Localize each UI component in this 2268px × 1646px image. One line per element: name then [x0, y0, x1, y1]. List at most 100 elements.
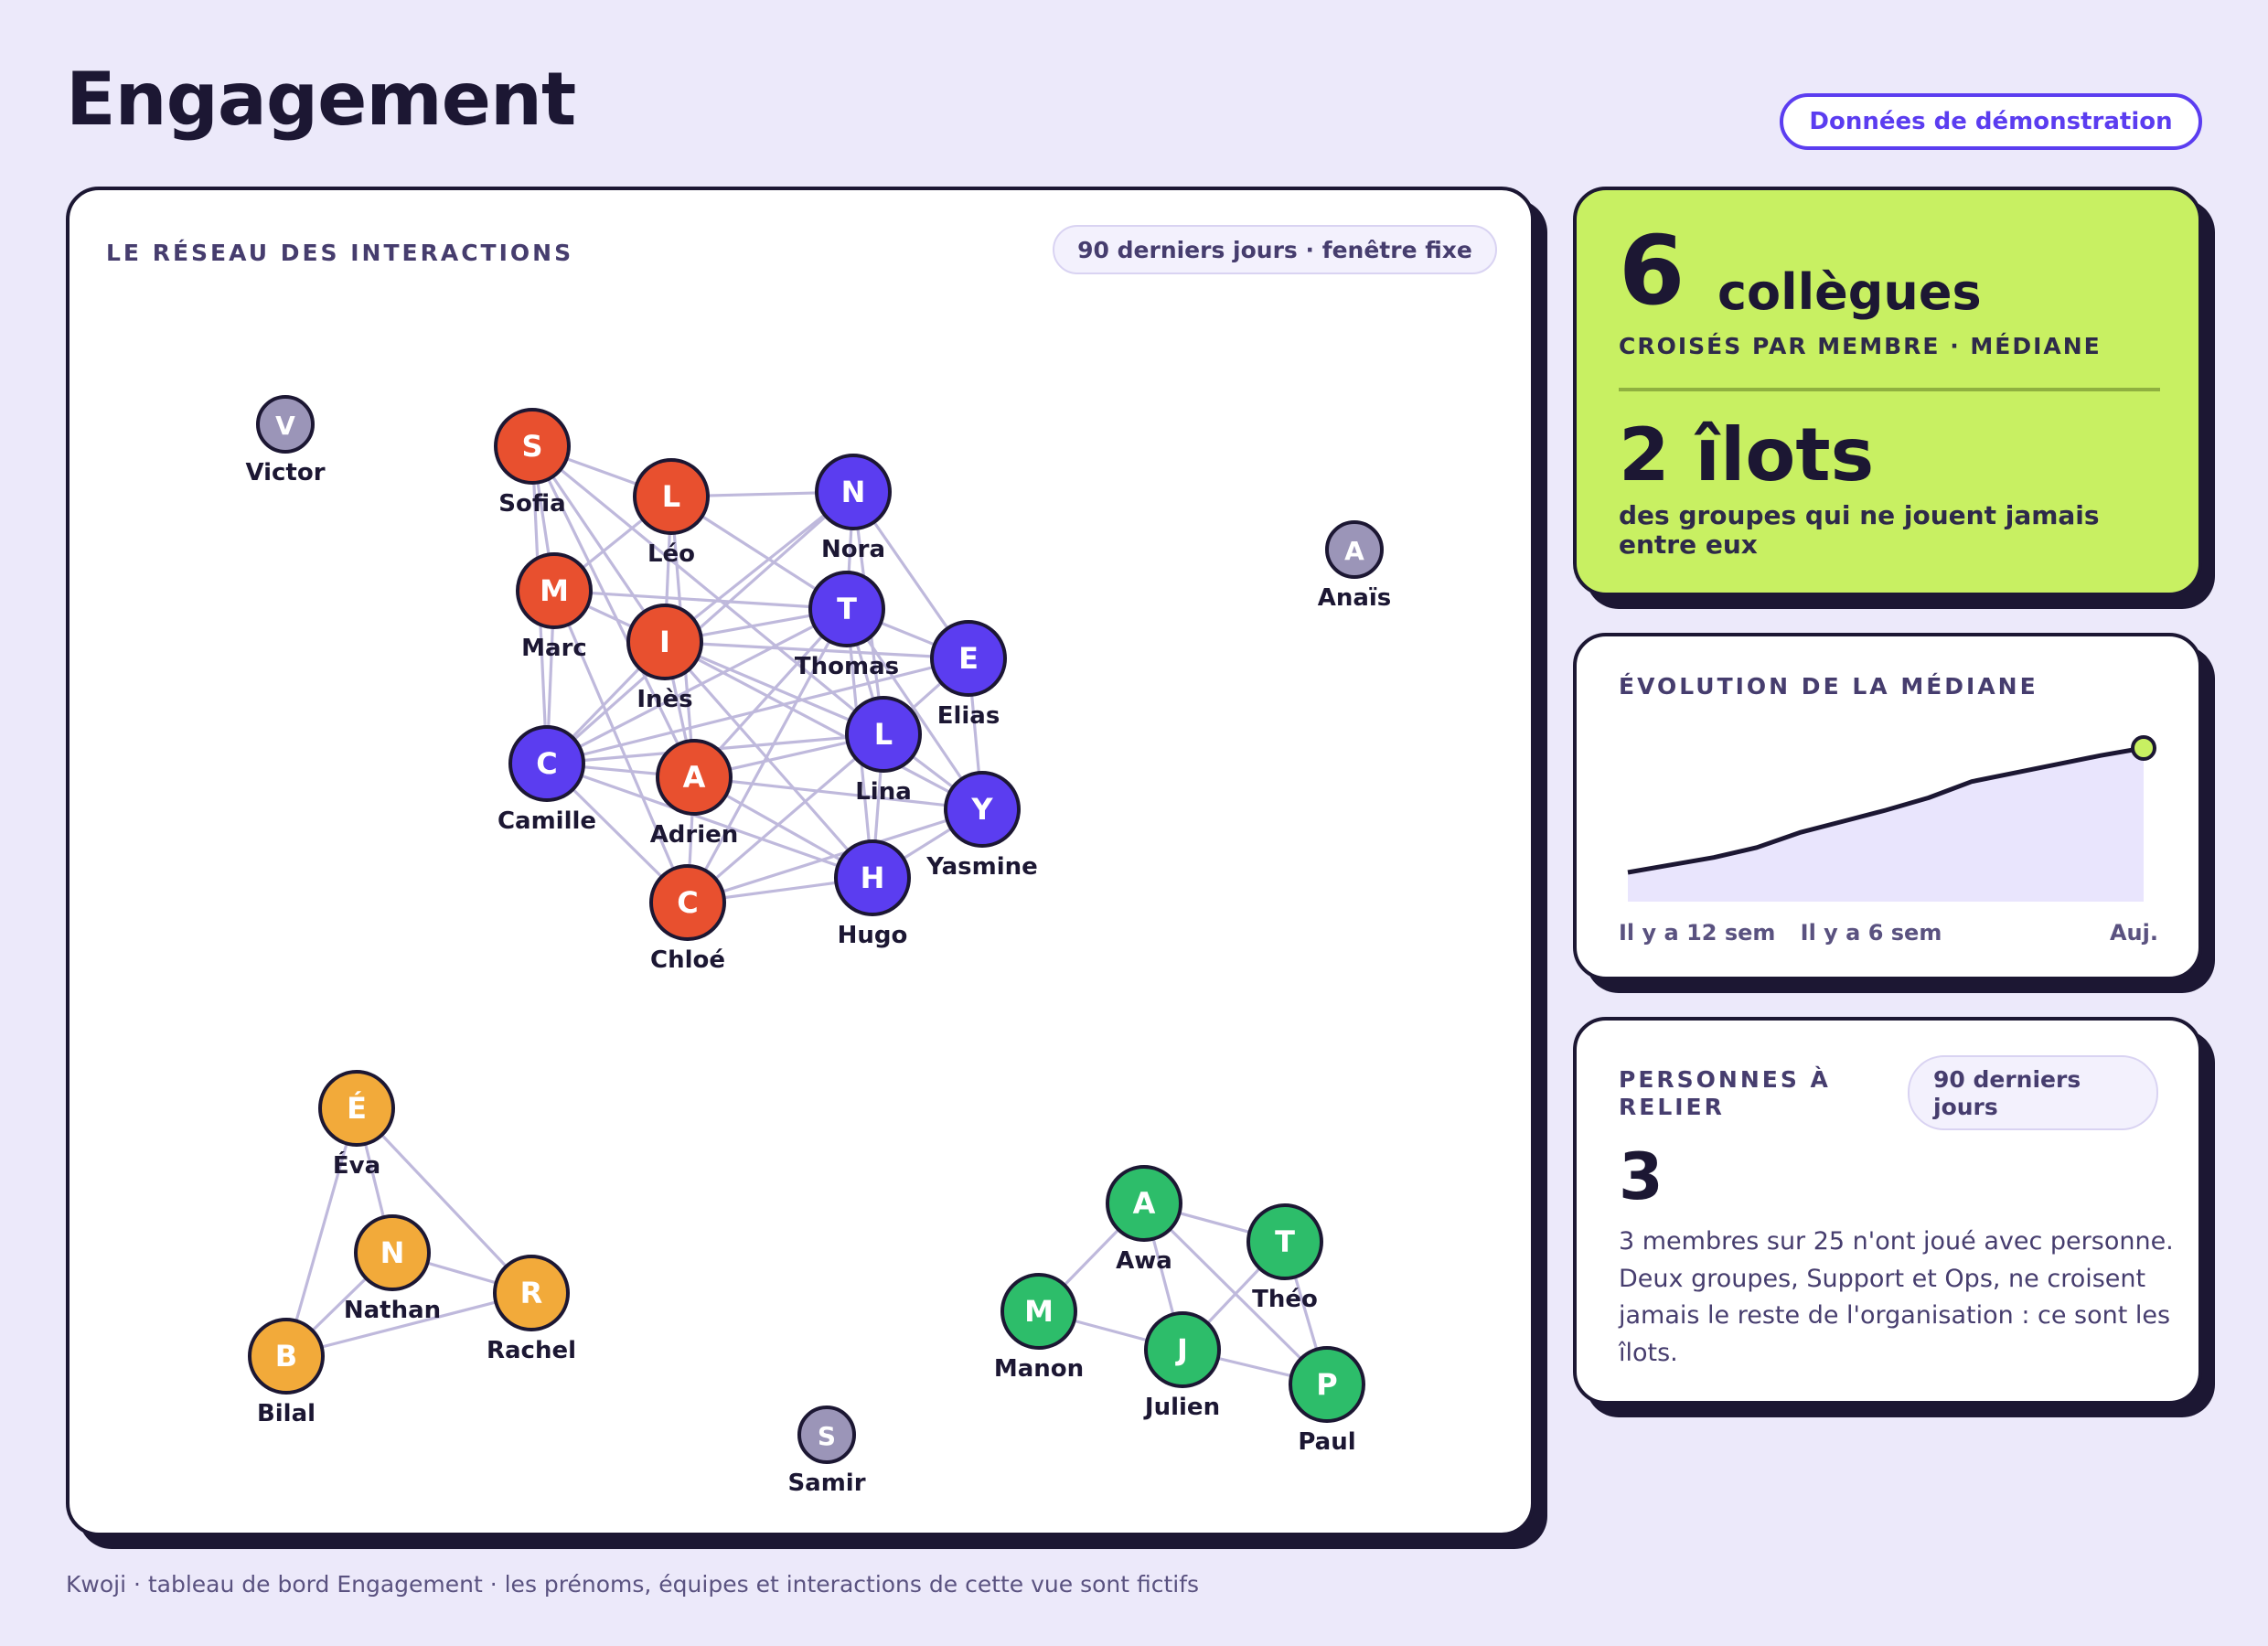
- node-marc[interactable]: M Marc: [516, 552, 593, 662]
- node-name: Yasmine: [925, 853, 1038, 881]
- node-initial: T: [837, 592, 857, 626]
- node-name: Awa: [1116, 1247, 1172, 1275]
- node-eva[interactable]: É Éva: [318, 1070, 395, 1180]
- relink-card-title: PERSONNES À RELIER: [1619, 1066, 1831, 1120]
- node-circle[interactable]: [493, 1255, 570, 1331]
- relink-description: 3 membres sur 25 n'ont joué avec personn…: [1619, 1227, 2174, 1367]
- node-circle[interactable]: [1289, 1346, 1365, 1423]
- node-initial: A: [683, 760, 706, 795]
- node-bilal[interactable]: B Bilal: [248, 1318, 325, 1427]
- node-name: Nathan: [344, 1297, 441, 1324]
- node-circle[interactable]: [633, 458, 710, 535]
- node-rachel[interactable]: R Rachel: [487, 1255, 576, 1364]
- node-lina[interactable]: L Lina: [845, 696, 922, 806]
- node-initial: S: [521, 429, 542, 464]
- node-circle[interactable]: [626, 604, 703, 680]
- node-nora[interactable]: N Nora: [815, 454, 892, 563]
- node-initial: C: [677, 885, 698, 920]
- trend-current-marker[interactable]: [2131, 735, 2156, 761]
- edge-rachel-bilal: [285, 1291, 532, 1358]
- node-leo[interactable]: L Léo: [633, 458, 710, 568]
- node-circle[interactable]: [797, 1406, 856, 1464]
- node-thomas[interactable]: T Thomas: [795, 571, 899, 680]
- node-circle[interactable]: [494, 408, 571, 485]
- node-circle[interactable]: [930, 620, 1007, 697]
- edge-eva-bilal: [284, 1107, 358, 1357]
- node-circle[interactable]: [508, 725, 585, 802]
- node-name: Éva: [333, 1150, 380, 1180]
- node-anais[interactable]: A Anaïs: [1318, 520, 1392, 612]
- trend-tick-label: Il y a 6 sem: [1801, 920, 1942, 946]
- node-initial: V: [275, 411, 295, 441]
- node-initial: M: [540, 573, 569, 608]
- node-victor[interactable]: V Victor: [245, 395, 326, 486]
- median-stats-card: 6 collègues CROISÉS PAR MEMBRE · MÉDIANE…: [1573, 187, 2202, 596]
- network-graph: S Sofia L Léo M Marc I Inès C Camille A Adrien C Chlo…: [245, 395, 1392, 1497]
- network-card: S Sofia L Léo M Marc I Inès C Camille A Adrien C Chlo…: [66, 187, 1535, 1536]
- node-circle[interactable]: [256, 395, 315, 454]
- node-name: Julien: [1143, 1394, 1220, 1421]
- trend-tick-label: Auj.: [2110, 920, 2158, 946]
- node-circle[interactable]: [1106, 1165, 1182, 1242]
- node-circle[interactable]: [248, 1318, 325, 1395]
- node-circle[interactable]: [656, 739, 733, 816]
- node-circle[interactable]: [815, 454, 892, 530]
- node-circle[interactable]: [1144, 1311, 1221, 1388]
- demo-data-badge[interactable]: Données de démonstration: [1780, 93, 2202, 150]
- node-adrien[interactable]: A Adrien: [650, 739, 739, 849]
- node-circle[interactable]: [1000, 1273, 1077, 1350]
- edge-marc-thomas: [553, 589, 848, 611]
- node-sofia[interactable]: S Sofia: [494, 408, 571, 518]
- node-circle[interactable]: [318, 1070, 395, 1147]
- node-hugo[interactable]: H Hugo: [834, 839, 911, 949]
- node-circle[interactable]: [354, 1214, 431, 1291]
- node-circle[interactable]: [944, 771, 1021, 848]
- edge-chloe-thomas: [686, 608, 849, 903]
- node-initial: Y: [970, 792, 993, 827]
- islands-subtitle: des groupes qui ne jouent jamais entre e…: [1619, 500, 2100, 561]
- network-edges: [284, 444, 1329, 1386]
- node-julien[interactable]: J Julien: [1143, 1311, 1221, 1421]
- node-initial: A: [1344, 536, 1364, 566]
- node-name: Léo: [647, 540, 695, 568]
- node-initial: N: [380, 1235, 405, 1270]
- node-initial: I: [659, 625, 670, 659]
- node-circle[interactable]: [1246, 1203, 1323, 1280]
- edge-sofia-lina: [530, 444, 885, 736]
- node-camille[interactable]: C Camille: [497, 725, 596, 835]
- node-name: Nora: [821, 536, 885, 563]
- node-initial: N: [841, 475, 866, 509]
- node-samir[interactable]: S Samir: [787, 1406, 866, 1497]
- node-circle[interactable]: [649, 864, 726, 941]
- node-name: Lina: [855, 778, 912, 806]
- node-yasmine[interactable]: Y Yasmine: [925, 771, 1038, 881]
- node-manon[interactable]: M Manon: [994, 1273, 1084, 1383]
- node-ines[interactable]: I Inès: [626, 604, 703, 713]
- relink-window-chip[interactable]: 90 derniers jours: [1908, 1055, 2158, 1130]
- node-nathan[interactable]: N Nathan: [344, 1214, 441, 1324]
- node-paul[interactable]: P Paul: [1289, 1346, 1365, 1456]
- network-window-chip[interactable]: 90 derniers jours · fenêtre fixe: [1053, 225, 1497, 274]
- node-name: Inès: [637, 686, 692, 713]
- colleagues-subtitle: CROISÉS PAR MEMBRE · MÉDIANE: [1619, 333, 2102, 359]
- node-circle[interactable]: [516, 552, 593, 629]
- node-awa[interactable]: A Awa: [1106, 1165, 1182, 1275]
- node-name: Manon: [994, 1355, 1084, 1383]
- node-theo[interactable]: T Théo: [1246, 1203, 1323, 1313]
- node-name: Camille: [497, 807, 596, 835]
- median-trend-card: ÉVOLUTION DE LA MÉDIANE Il y a 12 sem Il …: [1573, 633, 2202, 980]
- node-initial: C: [536, 746, 557, 781]
- edge-chloe-yasmine: [687, 807, 983, 904]
- node-chloe[interactable]: C Chloé: [649, 864, 726, 974]
- node-circle[interactable]: [845, 696, 922, 773]
- node-circle[interactable]: [808, 571, 885, 647]
- edge-chloe-lina: [686, 732, 885, 904]
- node-circle[interactable]: [1325, 520, 1384, 579]
- node-elias[interactable]: E Elias: [930, 620, 1007, 730]
- node-circle[interactable]: [834, 839, 911, 916]
- node-initial: H: [861, 860, 885, 895]
- node-initial: L: [662, 479, 680, 514]
- edge-sofia-adrien: [530, 445, 696, 778]
- edge-sofia-ines: [530, 445, 667, 643]
- node-initial: L: [874, 717, 893, 752]
